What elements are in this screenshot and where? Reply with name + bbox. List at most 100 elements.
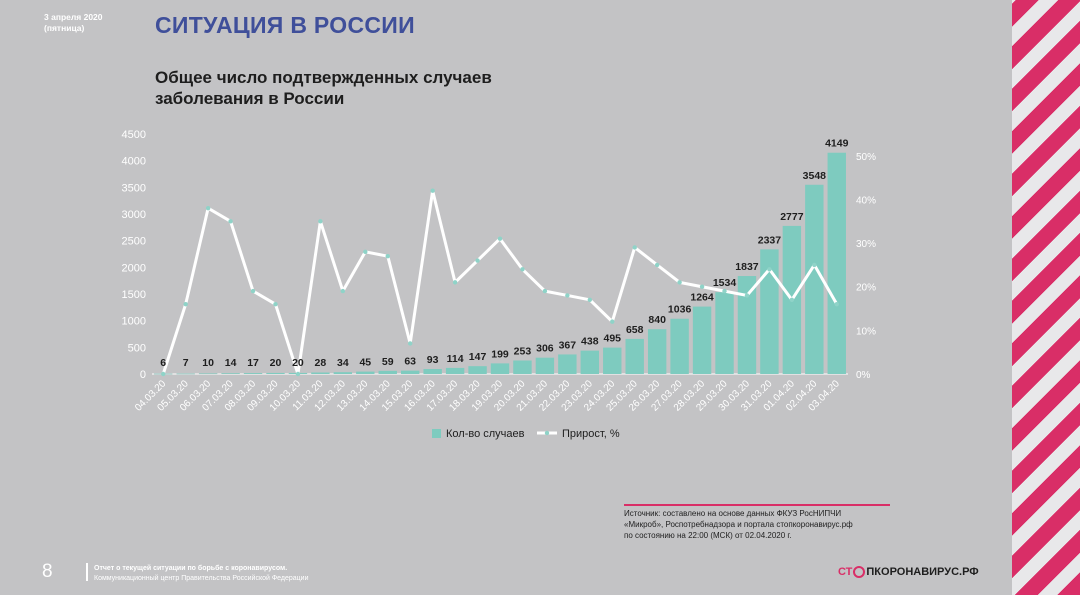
legend-label-cases: Кол-во случаев [446, 428, 525, 440]
bar-data-label: 17 [247, 357, 259, 369]
bar-data-label: 20 [292, 357, 304, 369]
bar [221, 373, 240, 374]
bar-data-label: 658 [626, 324, 644, 336]
growth-point [587, 297, 593, 303]
chart-title: Общее число подтвержденных случаев забол… [155, 68, 492, 108]
report-date: 3 апреля 2020 (пятница) [44, 12, 103, 34]
bar [827, 152, 846, 374]
source-line-3: по состоянию на 22:00 (МСК) от 02.04.202… [624, 531, 792, 540]
bar-data-label: 253 [514, 346, 532, 358]
growth-point [812, 262, 817, 268]
footer-divider [86, 563, 88, 581]
footer-line-1: Отчет о текущей ситуации по борьбе с кор… [94, 565, 288, 572]
bar-data-label: 63 [404, 356, 416, 368]
bar [266, 372, 285, 374]
growth-point [520, 267, 525, 272]
bar [378, 370, 397, 374]
growth-point [497, 236, 503, 241]
page-number: 8 [42, 561, 53, 582]
bar-data-label: 3548 [803, 170, 827, 182]
bar [445, 367, 465, 374]
growth-point [385, 253, 390, 259]
bar-data-label: 199 [491, 348, 509, 360]
growth-point [722, 288, 727, 294]
decorative-stripes [1012, 0, 1080, 595]
bar-data-label: 147 [469, 351, 487, 363]
weekday-line: (пятница) [44, 23, 85, 33]
y-right-tick-label: 20% [856, 283, 876, 294]
bar [535, 357, 555, 374]
growth-point [183, 301, 188, 307]
bar [558, 354, 577, 374]
bar-data-label: 4149 [825, 138, 849, 150]
date-line: 3 апреля 2020 [44, 12, 103, 22]
y-left-tick-label: 2000 [122, 262, 146, 274]
bar [198, 373, 218, 375]
footer-text: Отчет о текущей ситуации по борьбе с кор… [94, 564, 309, 583]
growth-point [161, 371, 166, 377]
section-title: СИТУАЦИЯ В РОССИИ [155, 12, 415, 38]
y-right-tick-label: 50% [856, 152, 876, 163]
bar [490, 363, 510, 374]
bar-data-label: 10 [202, 357, 214, 369]
bar [423, 369, 442, 374]
bar [356, 371, 375, 374]
bar [603, 347, 622, 374]
stopcoronavirus-logo[interactable]: СТ ПКОРОНАВИРУС.РФ [838, 566, 979, 578]
growth-point [363, 249, 368, 255]
bar [670, 318, 689, 374]
bar-data-label: 6 [160, 357, 166, 369]
growth-point [205, 205, 211, 211]
bar [715, 292, 734, 374]
y-left-tick-label: 2500 [122, 236, 146, 248]
bar-data-label: 7 [183, 357, 189, 369]
bar [333, 372, 353, 374]
legend-marker-growth [544, 430, 550, 436]
footer-line-2: Коммуникационный центр Правительства Рос… [94, 574, 309, 582]
bar-data-label: 495 [603, 333, 621, 345]
growth-point [475, 258, 480, 263]
y-left-tick-label: 1500 [122, 289, 146, 301]
bar [760, 249, 779, 374]
y-right-tick-label: 0% [856, 370, 871, 381]
bar-data-label: 1837 [735, 261, 759, 273]
y-left-tick-label: 500 [128, 342, 146, 354]
bar [737, 276, 757, 374]
growth-point [744, 293, 750, 298]
y-right-tick-label: 10% [856, 326, 876, 337]
growth-point [789, 297, 795, 303]
y-left-tick-label: 4000 [122, 156, 146, 168]
legend-swatch-cases [432, 429, 441, 438]
bar-data-label: 59 [382, 356, 394, 368]
source-line-2: «Микроб», Роспотребнадзора и портала сто… [624, 520, 853, 529]
y-left-tick-label: 3000 [122, 209, 146, 221]
y-left-tick-label: 0 [140, 369, 146, 381]
source-divider [624, 504, 890, 506]
bar-data-label: 1264 [690, 292, 714, 304]
growth-point [699, 284, 705, 289]
growth-point [407, 341, 413, 346]
growth-point [430, 188, 435, 193]
bar [647, 329, 667, 374]
growth-point [452, 280, 458, 285]
bar-data-label: 2337 [758, 234, 782, 246]
bar [625, 338, 644, 374]
source-line-1: Источник: составлено на основе данных ФК… [624, 509, 842, 518]
bar [468, 366, 487, 374]
bar [400, 370, 420, 374]
y-right-tick-label: 30% [856, 239, 876, 250]
bar [176, 373, 195, 375]
y-left-tick-label: 1000 [122, 316, 146, 328]
bar-data-label: 14 [225, 357, 237, 369]
bar [243, 373, 263, 374]
bar [513, 360, 532, 374]
y-left-tick-label: 4500 [122, 129, 146, 141]
bar-data-label: 840 [648, 314, 666, 326]
bar-data-label: 114 [447, 353, 464, 365]
y-right-tick-label: 40% [856, 195, 876, 206]
growth-point [834, 301, 839, 307]
bar [692, 306, 712, 374]
growth-point [295, 371, 301, 377]
growth-point [677, 280, 682, 285]
